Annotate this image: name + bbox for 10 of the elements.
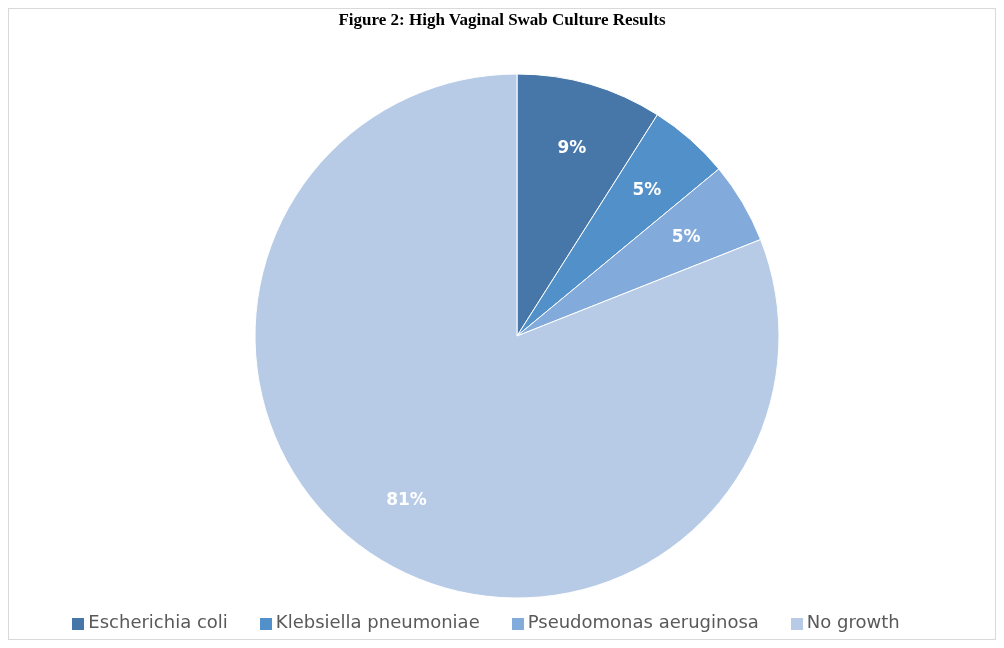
legend-label: Klebsiella pneumoniae [275, 611, 480, 632]
data-label: 9% [557, 137, 587, 158]
data-label: 81% [386, 488, 427, 509]
pie-slice [254, 73, 780, 599]
data-label: 5% [632, 178, 662, 199]
data-label: 5% [671, 225, 701, 246]
chart-title: Figure 2: High Vaginal Swab Culture Results [337, 9, 667, 31]
legend-label: Escherichia coli [88, 611, 228, 632]
legend-label: Pseudomonas aeruginosa [527, 611, 759, 632]
legend-label: No growth [806, 611, 900, 632]
